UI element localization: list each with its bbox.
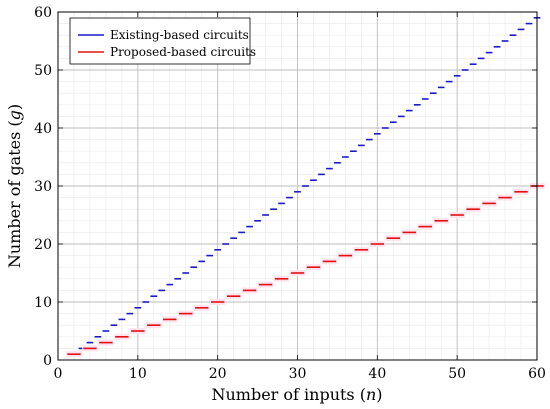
y-tick-label: 0 [43,353,52,369]
y-tick-label: 40 [34,121,52,137]
series-1 [66,183,545,358]
y-tick-label: 30 [34,179,52,195]
axis-ticks: 0 10 20 30 40 50 60 0 10 20 30 40 50 60 [34,5,546,382]
x-tick-label: 10 [129,366,147,382]
legend-label-existing: Existing-based circuits [110,28,249,42]
legend-box [69,17,251,65]
y-tick-label: 20 [34,237,52,253]
series-layer [66,16,545,358]
y-tick-label: 50 [34,63,52,79]
legend: Existing-based circuits Proposed-based c… [69,17,256,65]
y-axis-label: Number of gates (g) [5,104,24,268]
y-tick-label: 10 [34,295,52,311]
x-tick-label: 0 [54,366,63,382]
x-tick-label: 30 [289,366,307,382]
x-tick-label: 60 [528,366,546,382]
x-axis-label: Number of inputs (n) [211,385,382,404]
x-tick-label: 20 [209,366,227,382]
x-tick-label: 40 [368,366,386,382]
legend-label-proposed: Proposed-based circuits [110,45,256,59]
y-tick-label: 60 [34,5,52,21]
x-tick-label: 50 [448,366,466,382]
series-0 [70,16,541,356]
